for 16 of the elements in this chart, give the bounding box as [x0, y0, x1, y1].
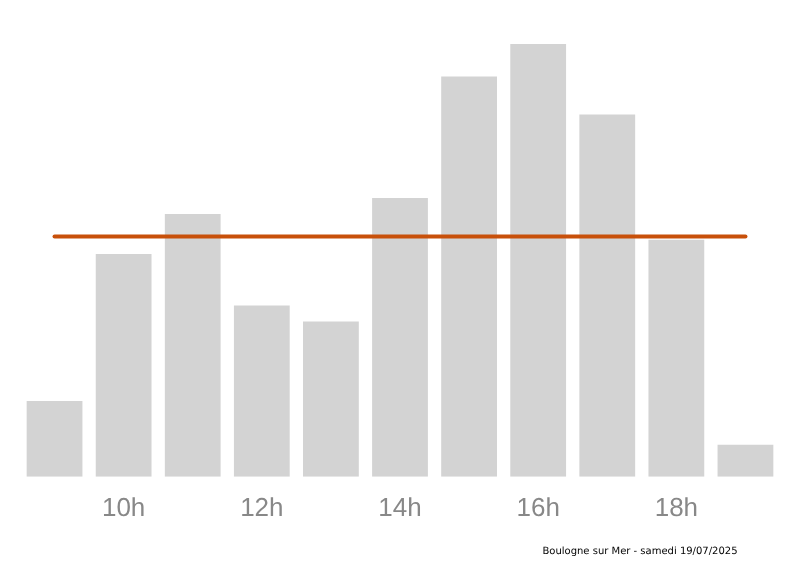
- x-tick-label: 18h: [654, 491, 699, 522]
- bar: [26, 401, 83, 477]
- bar: [510, 44, 567, 477]
- x-tick-label: 14h: [378, 491, 422, 522]
- bar: [717, 444, 774, 477]
- x-tick-label: 16h: [516, 491, 560, 522]
- bar: [441, 76, 497, 477]
- x-tick-label: 10h: [101, 491, 146, 522]
- bar: [579, 114, 636, 477]
- bar: [648, 239, 705, 477]
- bar: [303, 321, 359, 477]
- bar: [95, 253, 152, 477]
- bar: [372, 198, 428, 477]
- x-tick-label: 12h: [240, 491, 284, 522]
- bar: [233, 305, 290, 477]
- bar: [164, 214, 221, 477]
